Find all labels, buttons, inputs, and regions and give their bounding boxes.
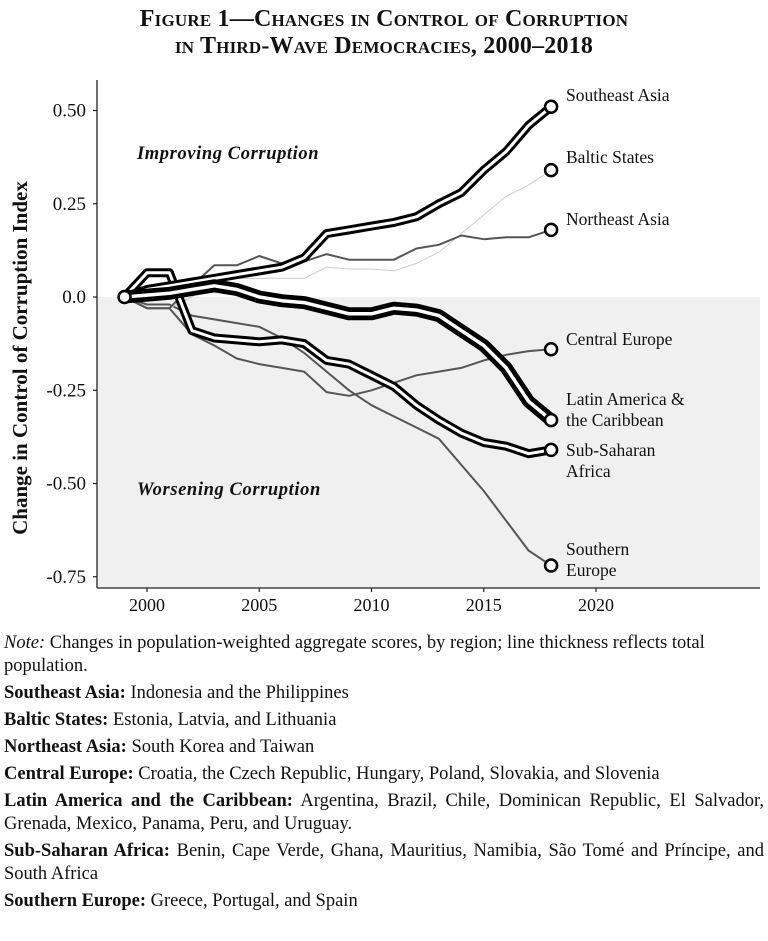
region-countries: Greece, Portugal, and Spain <box>146 891 358 911</box>
end-point-marker-southeast-asia <box>543 99 559 115</box>
note-label: Note: <box>4 633 46 653</box>
region-note: Baltic States: Estonia, Latvia, and Lith… <box>4 709 764 732</box>
region-name: Latin America and the Caribbean: <box>4 791 293 811</box>
series-line-southern-europe <box>123 296 553 567</box>
end-point-marker-latin-america-the-caribbean <box>543 412 559 428</box>
start-point-marker <box>117 289 132 305</box>
improving-annotation: Improving Corruption <box>136 144 319 164</box>
series-label-northeast-asia: Northeast Asia <box>566 209 670 229</box>
note-paragraph: Note: Changes in population-weighted agg… <box>4 632 764 678</box>
end-point-marker-baltic-states <box>543 162 559 178</box>
x-tick-label: 2015 <box>466 595 502 615</box>
y-tick-label: 0.50 <box>53 101 86 122</box>
region-note: Latin America and the Caribbean: Argenti… <box>4 790 764 836</box>
region-note: Southeast Asia: Indonesia and the Philip… <box>4 682 764 705</box>
series-label-sub-saharan-africa: Africa <box>566 461 611 481</box>
figure-title: Figure 1—Changes in Control of Corruptio… <box>0 6 768 60</box>
end-point-marker-sub-saharan-africa <box>543 442 559 458</box>
series-label-southeast-asia: Southeast Asia <box>566 85 670 105</box>
worsening-shaded-region <box>97 297 760 588</box>
region-countries: South Korea and Taiwan <box>126 737 315 757</box>
worsening-annotation: Worsening Corruption <box>137 480 321 500</box>
series-label-latin-america-the-caribbean: the Caribbean <box>566 410 664 430</box>
x-tick-label: 2010 <box>354 595 390 615</box>
region-name: Sub-Saharan Africa: <box>4 841 170 861</box>
figure-notes: Note: Changes in population-weighted agg… <box>4 632 764 917</box>
note-text: Changes in population-weighted aggregate… <box>4 633 705 676</box>
series-label-southern-europe: Southern <box>566 539 629 559</box>
region-note: Central Europe: Croatia, the Czech Repub… <box>4 763 764 786</box>
region-name: Central Europe: <box>4 764 134 784</box>
region-countries: Argentina, Brazil, Chile, Dominican Repu… <box>4 791 764 834</box>
end-point-marker-southern-europe <box>543 558 559 573</box>
series-line-inner-latin-america-the-caribbean <box>122 284 553 422</box>
region-name: Southern Europe: <box>4 891 147 911</box>
region-countries: Estonia, Latvia, and Lithuania <box>108 710 337 730</box>
series-label-southern-europe: Europe <box>566 560 617 580</box>
region-countries: Benin, Cape Verde, Ghana, Mauritius, Nam… <box>4 841 764 884</box>
x-tick-label: 2000 <box>129 595 165 615</box>
series-label-central-europe: Central Europe <box>566 329 673 349</box>
region-note: Sub-Saharan Africa: Benin, Cape Verde, G… <box>4 840 764 886</box>
title-line-1: Figure 1—Changes in Control of Corruptio… <box>139 6 629 32</box>
series-line-inner-sub-saharan-africa <box>123 271 553 456</box>
title-line-2: in Third-Wave Democracies, 2000–2018 <box>174 33 594 59</box>
line-chart: 0.50 0.25 0.0 -0.25 -0.50 -0.75 2000 2005 2010 20… <box>8 80 760 615</box>
series-label-latin-america-the-caribbean: Latin America & <box>566 389 685 409</box>
region-name: Baltic States: <box>4 710 109 730</box>
y-tick-label: -0.25 <box>46 380 86 401</box>
region-name: Northeast Asia: <box>4 737 127 757</box>
region-name: Southeast Asia: <box>4 683 126 703</box>
x-tick-label: 2005 <box>241 595 277 615</box>
y-tick-label: -0.50 <box>46 474 86 495</box>
series-label-baltic-states: Baltic States <box>566 147 654 167</box>
region-note: Northeast Asia: South Korea and Taiwan <box>4 736 764 759</box>
y-axis-label: Change in Control of Corruption Index <box>8 181 32 535</box>
region-countries: Croatia, the Czech Republic, Hungary, Po… <box>133 764 660 784</box>
series-line-inner-southeast-asia <box>123 105 553 299</box>
region-note: Southern Europe: Greece, Portugal, and S… <box>4 890 764 913</box>
end-point-marker-central-europe <box>543 341 559 357</box>
y-tick-label: 0.0 <box>62 287 86 308</box>
series-label-sub-saharan-africa: Sub-Saharan <box>566 440 656 460</box>
y-tick-label: -0.75 <box>46 567 86 588</box>
region-countries: Indonesia and the Philippines <box>125 683 349 703</box>
y-tick-label: 0.25 <box>53 194 86 215</box>
end-point-marker-northeast-asia <box>543 222 559 238</box>
x-tick-label: 2020 <box>578 595 614 615</box>
